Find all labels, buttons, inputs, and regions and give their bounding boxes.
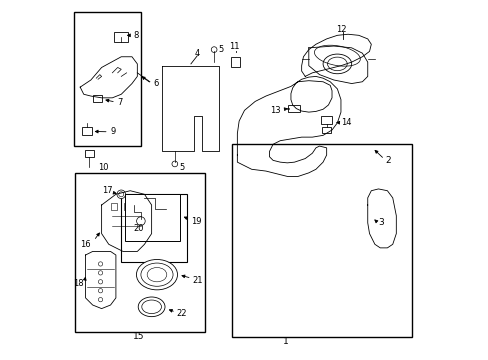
Text: 20: 20 <box>134 224 144 233</box>
Text: 13: 13 <box>269 106 280 115</box>
Bar <box>93 95 102 102</box>
Text: 6: 6 <box>153 79 159 88</box>
Text: 5: 5 <box>179 163 184 172</box>
Text: 2: 2 <box>385 156 390 165</box>
Bar <box>123 203 129 210</box>
Text: 3: 3 <box>378 219 384 228</box>
Circle shape <box>172 161 177 167</box>
Bar <box>114 32 128 42</box>
Circle shape <box>211 47 217 53</box>
Text: 9: 9 <box>110 127 116 136</box>
Bar <box>287 105 299 112</box>
Text: 21: 21 <box>192 275 203 284</box>
Bar <box>322 127 330 133</box>
Text: 11: 11 <box>229 41 239 50</box>
Ellipse shape <box>323 54 351 74</box>
Text: 15: 15 <box>133 332 144 341</box>
Bar <box>111 203 117 210</box>
Bar <box>81 127 91 135</box>
Text: 14: 14 <box>340 118 351 127</box>
Bar <box>84 150 93 157</box>
Text: 17: 17 <box>102 186 112 195</box>
Text: 18: 18 <box>73 279 83 288</box>
Text: 22: 22 <box>176 310 187 319</box>
Bar <box>136 203 142 210</box>
Text: 4: 4 <box>194 49 200 58</box>
Ellipse shape <box>138 297 164 317</box>
Text: 10: 10 <box>98 163 108 172</box>
Text: 12: 12 <box>335 26 346 35</box>
Bar <box>124 194 180 241</box>
Circle shape <box>117 190 125 199</box>
Text: 16: 16 <box>80 240 91 249</box>
Text: 1: 1 <box>282 337 288 346</box>
Ellipse shape <box>136 260 177 290</box>
Text: 7: 7 <box>118 98 123 107</box>
Text: 19: 19 <box>190 217 201 226</box>
Bar <box>231 57 240 67</box>
Text: 8: 8 <box>134 31 139 40</box>
Text: 5: 5 <box>218 45 224 54</box>
Bar <box>321 116 331 124</box>
